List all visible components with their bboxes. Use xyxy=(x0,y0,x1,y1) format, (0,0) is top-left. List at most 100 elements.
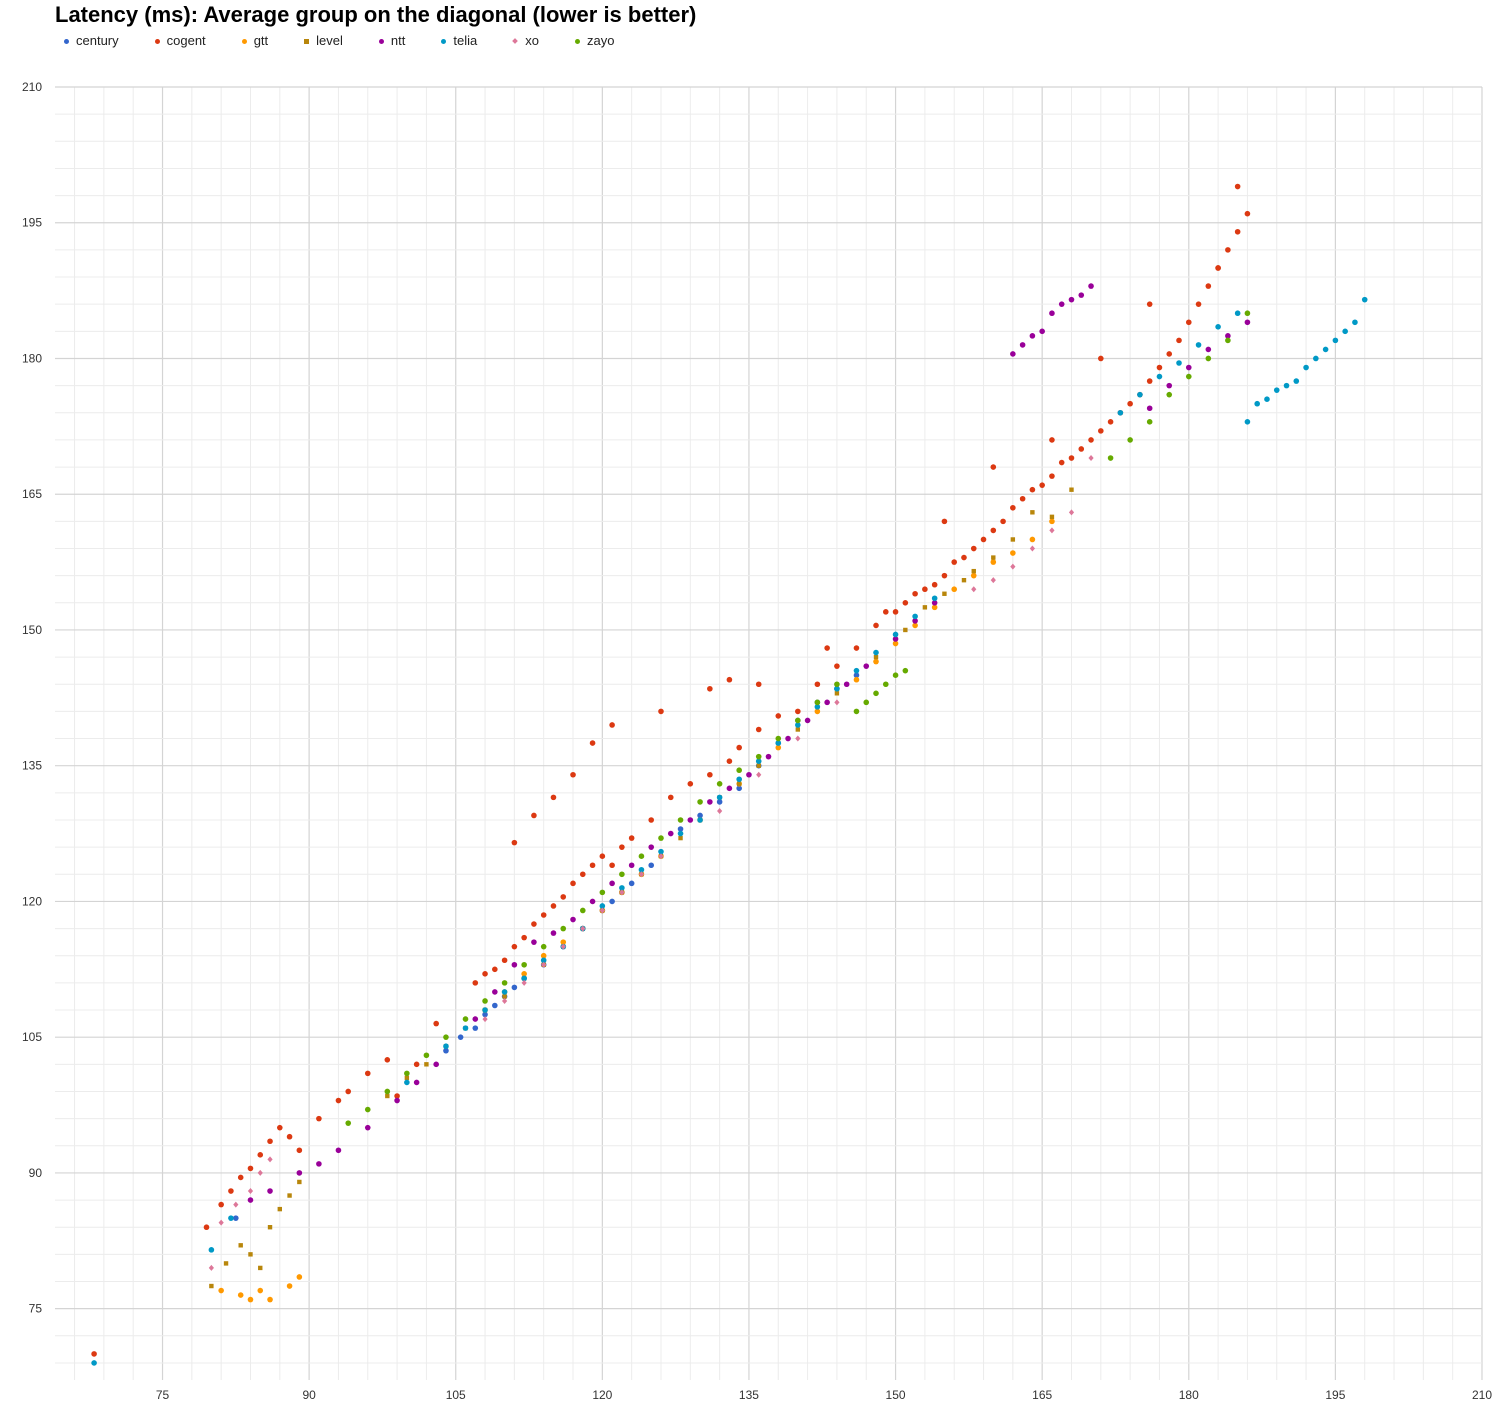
legend-item-telia: telia xyxy=(435,33,477,48)
xo-point xyxy=(971,586,977,593)
ntt-point xyxy=(1244,319,1251,326)
ntt-point xyxy=(1068,296,1075,303)
cogent-point xyxy=(736,744,742,751)
gtt-point xyxy=(218,1287,224,1294)
legend-marker-icon xyxy=(298,34,314,48)
ntt-point xyxy=(570,916,576,923)
cogent-point xyxy=(413,1061,420,1068)
ntt-point xyxy=(1166,382,1173,389)
y-tick-label: 210 xyxy=(22,80,42,94)
zayo-point xyxy=(814,699,821,706)
level-point xyxy=(795,727,801,732)
zayo-point xyxy=(902,667,909,674)
cogent-point xyxy=(1000,518,1006,525)
x-tick-label: 195 xyxy=(1325,1388,1345,1402)
cogent-point xyxy=(853,645,860,651)
ntt-point xyxy=(687,817,694,823)
cogent-point xyxy=(814,681,821,688)
cogent-point xyxy=(1156,364,1163,371)
gtt-point xyxy=(286,1283,293,1289)
gtt-point xyxy=(912,622,918,629)
telia-point xyxy=(1322,346,1329,353)
x-tick-label: 150 xyxy=(886,1388,906,1402)
telia-point xyxy=(834,685,840,692)
xo-point xyxy=(658,853,664,860)
zayo-point xyxy=(873,690,879,697)
cogent-point xyxy=(1146,378,1153,384)
zayo-point xyxy=(1225,337,1231,344)
telia-point xyxy=(540,957,547,964)
level-point xyxy=(258,1265,263,1271)
level-point xyxy=(267,1225,273,1230)
cogent-point xyxy=(492,966,498,973)
ntt-point xyxy=(863,663,870,669)
zayo-point xyxy=(579,907,586,914)
telia-point xyxy=(1176,360,1182,366)
cogent-point xyxy=(1068,455,1075,461)
cogent-point xyxy=(296,1147,303,1154)
legend-marker-icon xyxy=(236,34,252,48)
cogent-point xyxy=(91,1351,97,1357)
telia-point xyxy=(873,649,879,656)
zayo-point xyxy=(892,672,899,679)
cogent-point xyxy=(1107,419,1114,425)
cogent-point xyxy=(941,518,948,525)
zayo-point xyxy=(834,681,840,688)
ntt-point xyxy=(1039,328,1045,335)
x-tick-label: 120 xyxy=(592,1388,612,1402)
telia-point xyxy=(677,830,684,837)
level-point xyxy=(942,591,947,596)
cogent-point xyxy=(570,880,576,887)
cogent-point xyxy=(267,1138,273,1145)
cogent-point xyxy=(531,812,537,819)
century-point xyxy=(677,826,684,832)
telia-point xyxy=(795,722,801,728)
cogent-point xyxy=(980,536,987,543)
cogent-point xyxy=(1166,351,1173,357)
y-tick-label: 105 xyxy=(22,1030,42,1044)
gtt-point xyxy=(931,604,938,611)
cogent-point xyxy=(873,622,879,629)
legend-marker-icon xyxy=(149,34,165,48)
ntt-point xyxy=(1029,333,1036,339)
level-point xyxy=(277,1206,283,1212)
telia-point xyxy=(501,989,508,995)
cogent-point xyxy=(433,1020,439,1027)
cogent-point xyxy=(1019,495,1026,502)
gtt-point xyxy=(267,1296,273,1303)
cogent-point xyxy=(619,844,625,850)
y-tick-label: 150 xyxy=(22,623,42,637)
level-point xyxy=(1010,537,1016,542)
gtt-point xyxy=(540,952,547,959)
cogent-point xyxy=(941,572,948,579)
century-point xyxy=(492,1002,498,1009)
ntt-point xyxy=(667,830,674,837)
zayo-point xyxy=(384,1088,391,1095)
y-tick-label: 90 xyxy=(29,1166,43,1180)
cogent-point xyxy=(795,708,801,715)
telia-point xyxy=(1117,409,1124,416)
level-point xyxy=(404,1075,410,1081)
level-point xyxy=(678,835,683,841)
gtt-point xyxy=(951,586,958,593)
telia-point xyxy=(638,866,645,873)
cogent-point xyxy=(1029,486,1036,493)
xo-point xyxy=(599,907,605,914)
telia-point xyxy=(1195,342,1202,348)
telia-point xyxy=(1156,373,1163,380)
ntt-point xyxy=(1078,292,1085,298)
zayo-point xyxy=(364,1106,371,1113)
legend-item-zayo: zayo xyxy=(569,33,614,48)
century-point xyxy=(697,812,703,819)
cogent-point xyxy=(511,839,518,846)
level-point xyxy=(424,1062,429,1067)
ntt-point xyxy=(335,1147,342,1154)
y-tick-label: 120 xyxy=(22,894,42,908)
cogent-point xyxy=(892,609,899,615)
cogent-point xyxy=(1098,355,1104,362)
telia-point xyxy=(1303,364,1309,371)
ntt-point xyxy=(394,1097,400,1104)
cogent-point xyxy=(345,1088,352,1095)
telia-point xyxy=(1137,391,1143,398)
level-point xyxy=(873,654,879,660)
